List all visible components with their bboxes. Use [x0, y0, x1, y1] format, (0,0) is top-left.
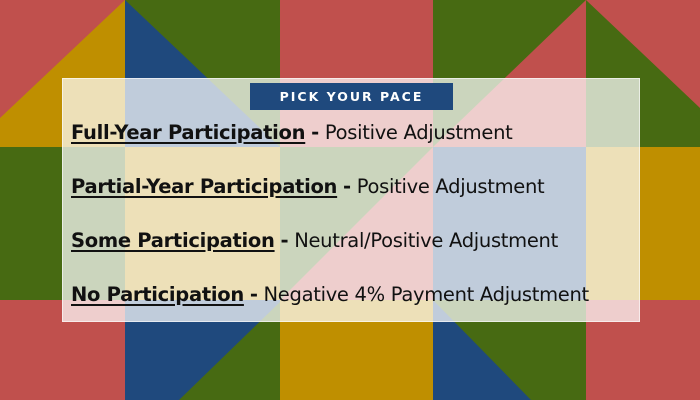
item-result: Neutral/Positive Adjustment [294, 229, 558, 252]
info-panel: PICK YOUR PACE Full-Year Participation -… [62, 78, 640, 322]
item-result: Positive Adjustment [356, 175, 545, 198]
item-separator: - [343, 175, 351, 198]
item-label: Partial-Year Participation [71, 175, 338, 198]
list-item: No Participation - Negative 4% Payment A… [71, 283, 589, 306]
item-label: Full-Year Participation [71, 121, 306, 144]
item-result: Positive Adjustment [324, 121, 513, 144]
item-result: Negative 4% Payment Adjustment [263, 283, 590, 306]
item-label: Some Participation [71, 229, 275, 252]
item-separator: - [280, 229, 289, 252]
list-item: Partial-Year Participation - Positive Ad… [71, 175, 545, 198]
tile-triangle [179, 302, 280, 400]
item-separator: - [311, 121, 319, 144]
tile-triangle [433, 300, 531, 400]
item-separator: - [249, 283, 258, 306]
list-item: Full-Year Participation - Positive Adjus… [71, 121, 513, 144]
list-item: Some Participation - Neutral/Positive Ad… [71, 229, 558, 252]
item-label: No Participation [71, 283, 244, 306]
title-banner: PICK YOUR PACE [250, 83, 453, 110]
